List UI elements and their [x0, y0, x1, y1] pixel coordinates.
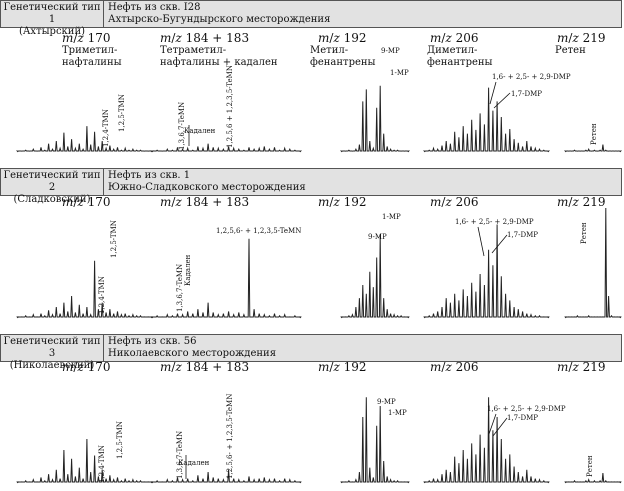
trace-series-2 — [150, 143, 302, 153]
peak-arrow — [489, 81, 497, 105]
mz-label-192: m/z 192 — [318, 195, 367, 209]
mz-label-219: m/z 219 — [557, 31, 606, 45]
trace-series-2 — [150, 469, 302, 484]
mz-label-170: m/z 170 — [62, 195, 111, 209]
mz-label-170: m/z 170 — [62, 360, 111, 374]
trace-series-4 — [423, 224, 550, 319]
oil-source-label: Нефть из скв. 56 Николаевского месторожд… — [108, 336, 277, 359]
peak-label: 1,2,5,6- + 1,2,3,5-TeMN — [216, 227, 301, 235]
peak-label: 1-MP — [382, 213, 401, 221]
trace-series-5 — [564, 144, 622, 153]
peak-label: Ретен — [586, 455, 594, 477]
chromatogram-2: 1,2,5-TMN 1,2,4-TMN 1,3,6,7-TeMN Кадален… — [16, 207, 622, 319]
peak-label: 1-MP — [388, 409, 407, 417]
trace-series-3 — [340, 234, 410, 319]
mz-label-206: m/z 206 — [430, 31, 479, 45]
genetic-type-label: Генетический тип 1 (Ахтырский) — [1, 1, 104, 37]
mz-label-184: m/z 184 + 183 — [160, 360, 250, 374]
mz-label-206: m/z 206 — [430, 360, 479, 374]
mz-label-184: m/z 184 + 183 — [160, 195, 250, 209]
trace-series-1 — [16, 260, 154, 319]
peak-label: 9-MP — [377, 398, 396, 406]
panel-1: Генетический тип 1 (Ахтырский) Нефть из … — [0, 0, 623, 159]
panel-header: Генетический тип 2 (Сладковский) Нефть и… — [0, 168, 622, 205]
mz-label-219: m/z 219 — [557, 195, 606, 209]
trace-series-1 — [16, 438, 154, 484]
trace-series-2 — [150, 238, 302, 319]
peak-arrow — [477, 226, 485, 257]
peak-label: 1,2,5-TMN — [116, 421, 124, 459]
peak-label: 1,6- + 2,5- + 2,9-DMP — [455, 218, 534, 226]
mz-label-192: m/z 192 — [318, 360, 367, 374]
genetic-type-label: Генетический тип 2 (Сладковский) — [1, 169, 104, 205]
chromatogram-3: 1,2,4-TMN 1,2,5-TMN 1,3,6,7-TeMN Кадален… — [16, 394, 622, 484]
trace-series-1 — [16, 126, 154, 153]
peak-label: Кадален — [184, 127, 216, 135]
panel-header: Генетический тип 1 (Ахтырский) Нефть из … — [0, 0, 622, 37]
peak-label: 1,7-DMP — [507, 231, 538, 239]
trace-series-4 — [423, 87, 550, 153]
oil-source-label: Нефть из скв. 1 Южно-Сладковского местор… — [108, 170, 306, 193]
peak-label: 9-MP — [381, 47, 400, 55]
peak-arrow — [488, 413, 497, 435]
peak-label: 1,3,6,7-TeMN — [176, 264, 184, 312]
mz-label-170: m/z 170 — [62, 31, 111, 45]
peak-label: 1,7-DMP — [507, 414, 538, 422]
mz-label-206: m/z 206 — [430, 195, 479, 209]
peak-label: 1,3,6,7-TeMN — [178, 102, 186, 150]
peak-arrow — [492, 417, 508, 437]
peak-label: 1,2,5-TMN — [118, 94, 126, 132]
trace-series-3 — [340, 397, 410, 484]
peak-label: 1,7-DMP — [511, 90, 542, 98]
mz-label-184: m/z 184 + 183 — [160, 31, 250, 45]
oil-source-label: Нефть из скв. I28 Ахтырско-Бугундырского… — [108, 2, 331, 25]
mz-label-192: m/z 192 — [318, 31, 367, 45]
peak-label: Кадален — [178, 459, 210, 467]
peak-label: 1,2,4-TMN — [102, 109, 110, 147]
peak-label: Кадален — [184, 254, 192, 286]
peak-label: 1,3,6,7-TeMN — [176, 431, 184, 479]
trace-series-5 — [564, 207, 622, 319]
peak-label: 1,2,5,6- + 1,2,3,5-TeMN — [226, 394, 234, 479]
chromatogram-1: 1,2,4-TMN 1,2,5-TMN 1,3,6,7-TeMN Кадален… — [16, 47, 622, 153]
panel-3: Генетический тип 3 (Николаевский) Нефть … — [0, 329, 623, 491]
peak-label: 1,6- + 2,5- + 2,9-DMP — [492, 73, 571, 81]
peak-arrow — [491, 234, 508, 254]
peak-label: 1,2,4-TMN — [98, 445, 106, 483]
trace-series-4 — [423, 397, 550, 484]
peak-label: 9-MP — [368, 233, 387, 241]
group-label-tetramethylnaphthalenes: Тетраметил-нафталины + кадален — [160, 45, 278, 68]
group-label-dimethylphenanthrenes: Диметил-фенантрены — [427, 45, 493, 68]
mz-label-219: m/z 219 — [557, 360, 606, 374]
peak-label: 1,2,5-TMN — [110, 220, 118, 258]
group-label-trimethylnaphthalenes: Триметил-нафталины — [62, 45, 122, 68]
peak-label: 1,2,4-TMN — [98, 276, 106, 314]
peak-label: Ретен — [580, 222, 588, 244]
peak-arrow — [493, 92, 511, 109]
peak-label: 1,2,5,6 + 1,2,3,5-TeMN — [226, 65, 234, 148]
group-label-retene: Ретен — [555, 45, 586, 56]
genetic-type-label: Генетический тип 3 (Николаевский) — [1, 335, 104, 371]
peak-label: Ретен — [590, 123, 598, 145]
peak-label: 1,6- + 2,5- + 2,9-DMP — [487, 405, 566, 413]
trace-series-3 — [340, 85, 410, 153]
trace-series-5 — [564, 473, 622, 484]
panel-2: Генетический тип 2 (Сладковский) Нефть и… — [0, 164, 623, 324]
group-label-methylphenanthrenes: Метил-фенантрены — [310, 45, 376, 68]
peak-label: 1-MP — [390, 69, 409, 77]
panel-header: Генетический тип 3 (Николаевский) Нефть … — [0, 334, 622, 371]
